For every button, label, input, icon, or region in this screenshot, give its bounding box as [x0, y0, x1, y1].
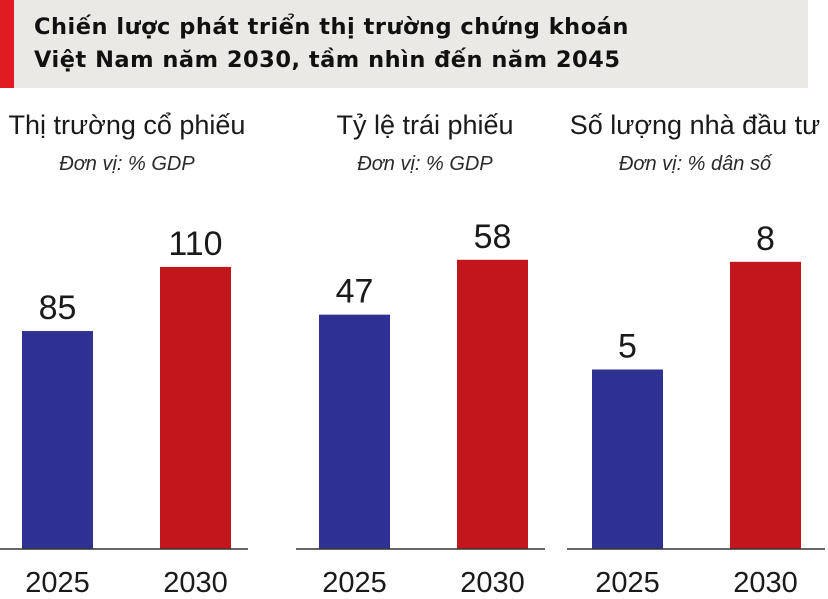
chart-panel-1: Thị trường cổ phiếu Đơn vị: % GDP 85 2025 11…	[0, 110, 248, 599]
panel-unit: Đơn vị: % GDP	[59, 153, 195, 175]
title-accent-bar	[0, 0, 14, 88]
chart-panel-2: Tỷ lệ trái phiếu Đơn vị: % GDP 47 2025 58 203…	[296, 110, 545, 599]
x-tick-label: 2025	[25, 567, 90, 599]
x-tick-label: 2030	[460, 567, 525, 599]
value-label: 47	[336, 273, 374, 311]
panel-unit: Đơn vị: % dân số	[619, 153, 773, 175]
value-label: 85	[39, 289, 77, 327]
bar-2025	[592, 369, 663, 549]
title-line-2: Việt Nam năm 2030, tầm nhìn đến năm 2045	[34, 47, 621, 73]
title-box: Chiến lược phát triển thị trường chứng k…	[0, 0, 808, 88]
x-tick-label: 2030	[163, 567, 228, 599]
chart-panel-3: Số lượng nhà đầu tư Đơn vị: % dân số 5 2025…	[567, 110, 825, 599]
bar-2030	[160, 266, 231, 549]
panel-title: Thị trường cổ phiếu	[9, 110, 246, 140]
value-label: 110	[168, 225, 222, 263]
bar-2025	[319, 314, 390, 549]
panel-title: Số lượng nhà đầu tư	[570, 110, 821, 140]
value-label: 8	[756, 220, 775, 258]
value-label: 5	[618, 328, 637, 366]
x-tick-label: 2025	[595, 567, 660, 599]
panel-title: Tỷ lệ trái phiếu	[336, 110, 513, 140]
value-label: 58	[474, 218, 512, 256]
x-tick-label: 2025	[322, 567, 387, 599]
title-line-1: Chiến lược phát triển thị trường chứng k…	[34, 14, 629, 40]
x-tick-label: 2030	[733, 567, 798, 599]
bar-2030	[730, 261, 801, 549]
panel-unit: Đơn vị: % GDP	[357, 153, 493, 175]
bar-2025	[22, 331, 93, 549]
bar-2030	[457, 259, 528, 549]
